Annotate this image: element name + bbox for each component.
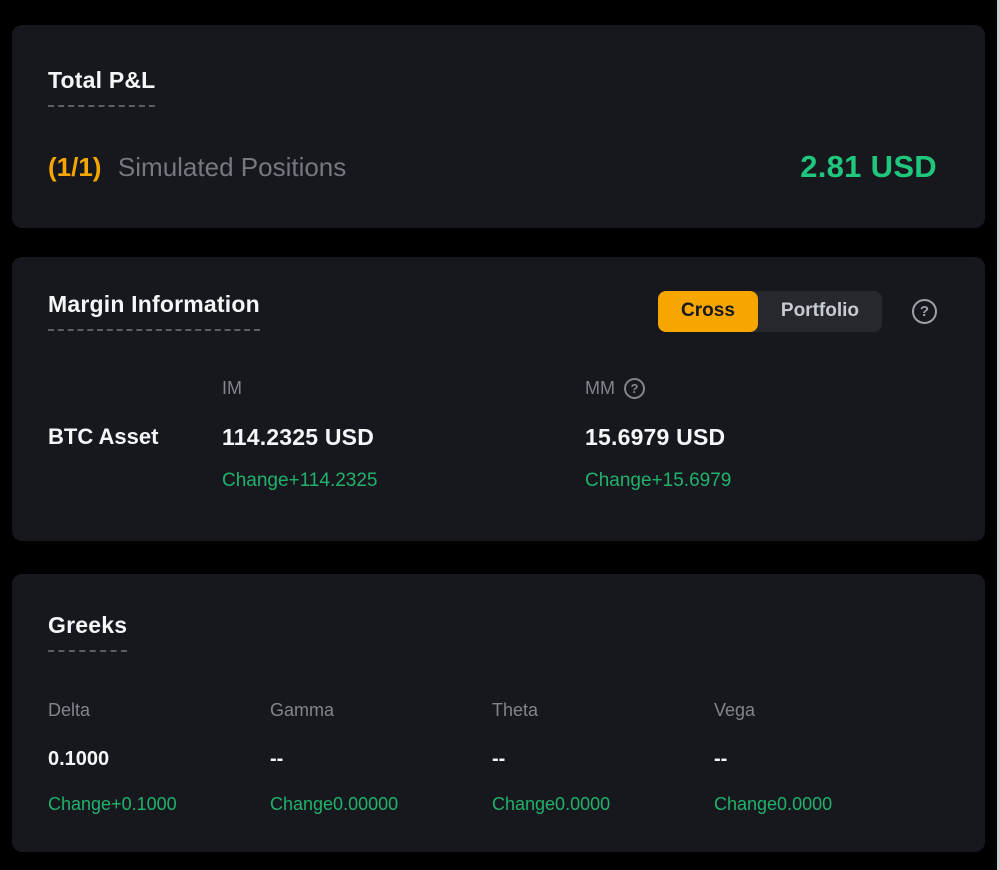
total-pnl-title: Total P&L — [48, 67, 937, 107]
margin-information-title-text: Margin Information — [48, 291, 260, 332]
margin-table-header-row: IM MM ? — [48, 377, 937, 399]
margin-table-value-row: BTC Asset 114.2325 USD 15.6979 USD — [48, 424, 937, 451]
greek-value-theta: -- — [492, 748, 506, 770]
im-column-header: IM — [222, 377, 242, 398]
greek-value-delta: 0.1000 — [48, 748, 110, 770]
toggle-option-cross[interactable]: Cross — [658, 291, 758, 332]
mm-change: Change+15.6979 — [585, 469, 732, 491]
total-pnl-title-text: Total P&L — [48, 67, 156, 107]
total-pnl-row: (1/1) Simulated Positions 2.81 USD — [48, 149, 937, 185]
positions-count: (1/1) — [48, 151, 102, 182]
margin-information-title: Margin Information — [48, 291, 260, 332]
im-value: 114.2325 USD — [222, 423, 375, 450]
greek-value-gamma: -- — [270, 748, 284, 770]
mm-column-header: MM ? — [585, 377, 937, 399]
greeks-label-row: Delta Gamma Theta Vega — [48, 700, 937, 721]
positions-summary: (1/1) Simulated Positions — [48, 152, 346, 183]
greeks-value-row: 0.1000 -- -- -- — [48, 748, 937, 771]
greek-label-theta: Theta — [492, 700, 539, 720]
greeks-title-text: Greeks — [48, 612, 128, 652]
greek-label-vega: Vega — [714, 700, 756, 720]
mm-value: 15.6979 USD — [585, 423, 726, 450]
mm-column-label: MM — [585, 377, 615, 398]
greek-label-gamma: Gamma — [270, 700, 335, 720]
margin-information-panel: Margin Information Cross Portfolio ? IM … — [12, 257, 985, 541]
margin-panel-header: Margin Information Cross Portfolio ? — [48, 291, 937, 332]
greek-change-theta: Change0.0000 — [492, 794, 611, 814]
asset-name: BTC Asset — [48, 424, 159, 450]
greek-change-vega: Change0.0000 — [714, 794, 833, 814]
greek-label-delta: Delta — [48, 700, 91, 720]
greeks-panel: Greeks Delta Gamma Theta Vega 0.1000 -- … — [12, 574, 985, 852]
total-pnl-value: 2.81 USD — [800, 149, 937, 184]
positions-label: Simulated Positions — [117, 151, 347, 182]
margin-table-change-row: Change+114.2325 Change+15.6979 — [48, 470, 937, 492]
greek-change-gamma: Change0.00000 — [270, 794, 399, 814]
total-pnl-panel: Total P&L (1/1) Simulated Positions 2.81… — [12, 25, 985, 228]
mm-help-icon[interactable]: ? — [624, 377, 645, 399]
margin-mode-toggle: Cross Portfolio — [658, 291, 882, 332]
margin-help-icon[interactable]: ? — [912, 298, 937, 324]
greeks-title: Greeks — [48, 612, 937, 652]
scrollbar[interactable] — [997, 0, 1000, 870]
greeks-change-row: Change+0.1000 Change0.00000 Change0.0000… — [48, 794, 937, 815]
margin-header-controls: Cross Portfolio ? — [658, 291, 937, 332]
toggle-option-portfolio[interactable]: Portfolio — [758, 291, 882, 332]
greek-change-delta: Change+0.1000 — [48, 794, 177, 814]
im-change: Change+114.2325 — [222, 469, 378, 491]
greek-value-vega: -- — [714, 748, 728, 770]
